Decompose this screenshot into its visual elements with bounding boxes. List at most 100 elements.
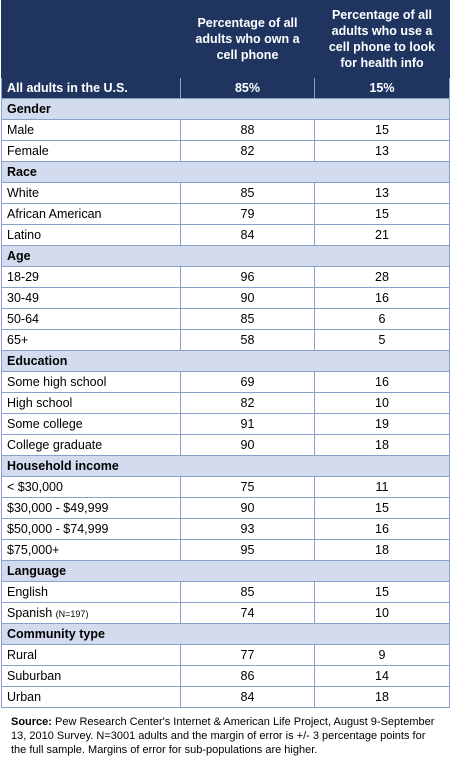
- health-info-value: 15: [314, 119, 450, 141]
- row-label: English: [7, 585, 48, 599]
- table-row: $50,000 - $74,999 93 16: [1, 518, 450, 540]
- row-label: White: [7, 186, 39, 200]
- own-cell-phone-value: 77: [180, 644, 315, 666]
- all-adults-own: 85%: [180, 77, 315, 99]
- health-info-value: 10: [314, 392, 450, 414]
- table-row: $75,000+ 95 18: [1, 539, 450, 561]
- row-label: 30-49: [7, 291, 39, 305]
- own-cell-phone-value: 90: [180, 434, 315, 456]
- row-label: Some high school: [7, 375, 107, 389]
- row-label: Female: [7, 144, 49, 158]
- row-label: 65+: [7, 333, 29, 347]
- table-body: All adults in the U.S. 85% 15% Gender Mal…: [1, 77, 450, 708]
- health-info-value: 13: [314, 140, 450, 162]
- table-row: $30,000 - $49,999 90 15: [1, 497, 450, 519]
- row-label-cell: College graduate: [1, 434, 181, 456]
- source-label: Source:: [11, 716, 52, 728]
- source-note: Source: Pew Research Center's Internet &…: [1, 708, 449, 757]
- health-info-value: 11: [314, 476, 450, 498]
- section-header-row: Household income: [1, 455, 450, 477]
- own-cell-phone-value: 58: [180, 329, 315, 351]
- all-adults-health: 15%: [314, 77, 450, 99]
- row-label-cell: English: [1, 581, 181, 603]
- table-row: High school 82 10: [1, 392, 450, 414]
- row-label-cell: Rural: [1, 644, 181, 666]
- row-label: Spanish: [7, 606, 53, 620]
- row-label: Suburban: [7, 669, 62, 683]
- health-info-value: 15: [314, 497, 450, 519]
- own-cell-phone-value: 96: [180, 266, 315, 288]
- table-row: Suburban 86 14: [1, 665, 450, 687]
- row-sample-note: (N=197): [55, 609, 89, 619]
- table-row: English 85 15: [1, 581, 450, 603]
- section-header-row: Language: [1, 560, 450, 582]
- table-row: Male 88 15: [1, 119, 450, 141]
- row-label: < $30,000: [7, 480, 63, 494]
- row-label-cell: Spanish (N=197): [1, 602, 181, 624]
- own-cell-phone-value: 85: [180, 581, 315, 603]
- table-row: Some high school 69 16: [1, 371, 450, 393]
- row-label-cell: High school: [1, 392, 181, 414]
- section-header-row: Race: [1, 161, 450, 183]
- health-info-value: 16: [314, 371, 450, 393]
- health-info-value: 6: [314, 308, 450, 330]
- table-row: Some college 91 19: [1, 413, 450, 435]
- health-info-value: 18: [314, 539, 450, 561]
- health-info-value: 15: [314, 203, 450, 225]
- row-label: $30,000 - $49,999: [7, 501, 109, 515]
- own-cell-phone-value: 84: [180, 224, 315, 246]
- own-cell-phone-value: 90: [180, 497, 315, 519]
- table-row: African American 79 15: [1, 203, 450, 225]
- own-cell-phone-value: 90: [180, 287, 315, 309]
- own-cell-phone-value: 75: [180, 476, 315, 498]
- section-title: Household income: [1, 455, 450, 477]
- section-title: Gender: [1, 98, 450, 120]
- data-table-container: Percentage of all adults who own a cell …: [1, 0, 450, 757]
- health-info-value: 14: [314, 665, 450, 687]
- row-label: College graduate: [7, 438, 103, 452]
- own-cell-phone-value: 74: [180, 602, 315, 624]
- own-cell-phone-value: 85: [180, 308, 315, 330]
- health-info-value: 16: [314, 287, 450, 309]
- own-cell-phone-value: 95: [180, 539, 315, 561]
- header-blank-cell: [1, 0, 181, 78]
- health-info-value: 5: [314, 329, 450, 351]
- table-row: < $30,000 75 11: [1, 476, 450, 498]
- table-row: White 85 13: [1, 182, 450, 204]
- row-label-cell: Female: [1, 140, 181, 162]
- health-info-value: 28: [314, 266, 450, 288]
- health-info-value: 16: [314, 518, 450, 540]
- row-label-cell: $50,000 - $74,999: [1, 518, 181, 540]
- row-label-cell: 30-49: [1, 287, 181, 309]
- all-adults-row: All adults in the U.S. 85% 15%: [1, 77, 450, 99]
- row-label: Male: [7, 123, 35, 137]
- health-info-value: 18: [314, 434, 450, 456]
- section-title: Language: [1, 560, 450, 582]
- health-info-value: 9: [314, 644, 450, 666]
- health-info-value: 21: [314, 224, 450, 246]
- health-info-value: 19: [314, 413, 450, 435]
- row-label-cell: 65+: [1, 329, 181, 351]
- row-label-cell: $75,000+: [1, 539, 181, 561]
- row-label-cell: Suburban: [1, 665, 181, 687]
- row-label-cell: Some college: [1, 413, 181, 435]
- row-label: Latino: [7, 228, 42, 242]
- section-header-row: Education: [1, 350, 450, 372]
- own-cell-phone-value: 86: [180, 665, 315, 687]
- own-cell-phone-value: 93: [180, 518, 315, 540]
- own-cell-phone-value: 79: [180, 203, 315, 225]
- table-row: Female 82 13: [1, 140, 450, 162]
- row-label: $75,000+: [7, 543, 60, 557]
- all-adults-label: All adults in the U.S.: [1, 77, 181, 99]
- row-label: 50-64: [7, 312, 39, 326]
- health-info-value: 18: [314, 686, 450, 708]
- own-cell-phone-value: 88: [180, 119, 315, 141]
- row-label-cell: 18-29: [1, 266, 181, 288]
- section-title: Age: [1, 245, 450, 267]
- row-label: Some college: [7, 417, 83, 431]
- table-row: Rural 77 9: [1, 644, 450, 666]
- cell-phone-health-table: Percentage of all adults who own a cell …: [1, 0, 450, 708]
- own-cell-phone-value: 85: [180, 182, 315, 204]
- own-cell-phone-value: 84: [180, 686, 315, 708]
- health-info-value: 15: [314, 581, 450, 603]
